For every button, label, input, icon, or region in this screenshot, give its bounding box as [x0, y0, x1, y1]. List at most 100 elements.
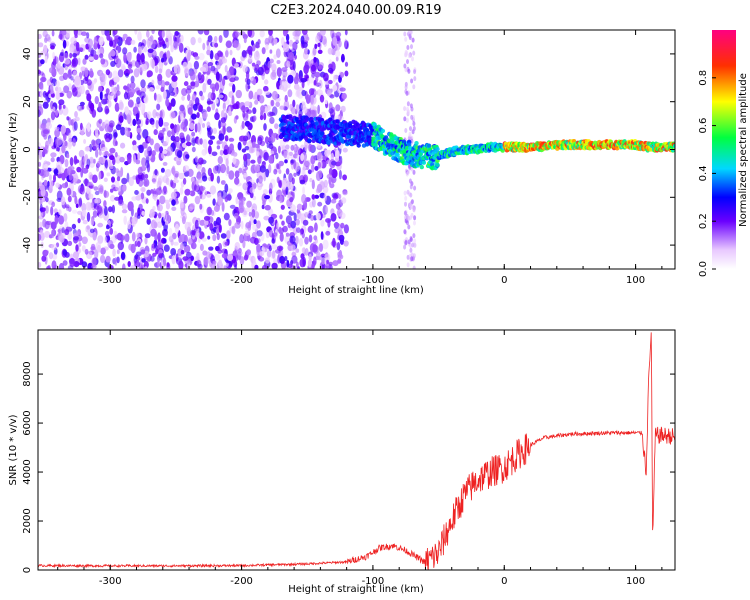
- heatmap-cell: [246, 200, 252, 208]
- heatmap-cell: [179, 104, 185, 112]
- heatmap-cell: [92, 140, 98, 150]
- heatmap-cell: [127, 261, 131, 267]
- heatmap-cell: [178, 235, 182, 244]
- heatmap-cell: [154, 243, 158, 249]
- heatmap-cell: [240, 220, 244, 230]
- heatmap-cell: [170, 98, 176, 107]
- heatmap-cell: [207, 127, 214, 136]
- heatmap-cell: [302, 30, 308, 35]
- heatmap-cell: [110, 91, 117, 99]
- heatmap-cell: [104, 150, 109, 156]
- heatmap-cell: [238, 167, 243, 174]
- heatmap-cell: [253, 219, 257, 225]
- heatmap-cell: [121, 235, 125, 241]
- heatmap-cell: [338, 249, 343, 259]
- heatmap-cell: [67, 195, 72, 203]
- heatmap-cell: [163, 244, 170, 252]
- heatmap-cell: [162, 127, 166, 132]
- heatmap-cell: [79, 84, 85, 95]
- colorbar-tick-label: 0.2: [698, 213, 709, 229]
- heatmap-cell: [190, 176, 195, 183]
- heatmap-ridge-cell: [435, 162, 440, 168]
- heatmap-cell: [66, 187, 72, 196]
- heatmap-cell: [193, 60, 199, 70]
- heatmap-cell: [343, 240, 349, 247]
- heatmap-cell: [290, 244, 296, 252]
- heatmap-cell: [111, 176, 115, 183]
- heatmap-cell: [101, 98, 108, 105]
- heatmap-cell: [410, 114, 414, 120]
- heatmap-cell: [45, 205, 49, 214]
- heatmap-cell: [251, 40, 254, 46]
- heatmap-cell: [58, 99, 65, 106]
- heatmap-cell: [330, 198, 337, 204]
- heatmap-cell: [259, 165, 266, 173]
- heatmap-cell: [412, 169, 416, 175]
- heatmap-cell: [127, 99, 134, 108]
- heatmap-cell: [321, 35, 327, 45]
- heatmap-cell: [66, 116, 70, 121]
- heatmap-cell: [182, 256, 189, 261]
- heatmap-cell: [284, 94, 288, 103]
- heatmap-cell: [280, 260, 287, 269]
- heatmap-cell: [268, 155, 274, 164]
- heatmap-cell: [285, 144, 290, 150]
- heatmap-cell: [49, 76, 54, 83]
- heatmap-cell: [165, 68, 172, 78]
- heatmap-cell: [214, 42, 219, 48]
- heatmap-cell: [75, 203, 79, 208]
- heatmap-ridge-cell: [421, 160, 427, 165]
- heatmap-cell: [98, 118, 103, 124]
- heatmap-cell: [234, 76, 239, 81]
- heatmap-cell: [197, 37, 202, 44]
- heatmap-cell: [135, 159, 141, 165]
- heatmap-cell: [241, 50, 247, 58]
- heatmap-cell: [202, 250, 208, 256]
- heatmap-cell: [229, 49, 233, 56]
- heatmap-cell: [263, 215, 270, 221]
- heatmap-cell: [116, 176, 121, 182]
- heatmap-cell: [68, 173, 73, 181]
- heatmap-cell: [287, 89, 293, 98]
- heatmap-cell: [206, 206, 213, 216]
- heatmap-cell: [55, 80, 60, 88]
- heatmap-cell: [160, 80, 166, 90]
- heatmap-cell: [224, 196, 229, 203]
- heatmap-cell: [317, 49, 323, 54]
- heatmap-cell: [171, 199, 176, 206]
- heatmap-cell: [121, 203, 128, 210]
- heatmap-cell: [239, 31, 246, 36]
- heatmap-cell: [93, 186, 99, 191]
- heatmap-cell: [261, 246, 265, 254]
- heatmap-cell: [273, 54, 277, 60]
- heatmap-cells: [38, 30, 675, 269]
- heatmap-cell: [204, 219, 209, 226]
- heatmap-cell: [268, 193, 273, 203]
- heatmap-cell: [407, 53, 411, 59]
- heatmap-cell: [95, 148, 99, 158]
- heatmap-cell: [255, 44, 260, 49]
- heatmap-cell: [68, 132, 72, 141]
- heatmap-ridge-cell: [414, 141, 419, 146]
- heatmap-cell: [337, 159, 343, 166]
- heatmap-cell: [88, 193, 94, 200]
- heatmap-cell: [72, 53, 77, 58]
- heatmap-cell: [55, 137, 61, 147]
- heatmap-cell: [243, 37, 247, 44]
- heatmap-cell: [217, 195, 224, 206]
- heatmap-cell: [302, 186, 305, 195]
- heatmap-cell: [276, 245, 284, 251]
- y-tick-label: 0: [22, 567, 33, 573]
- heatmap-cell: [342, 147, 348, 153]
- heatmap-cell: [281, 67, 288, 72]
- heatmap-cell: [161, 30, 165, 38]
- heatmap-cell: [271, 90, 278, 100]
- heatmap-cell: [332, 36, 338, 46]
- heatmap-cell: [201, 74, 205, 83]
- snr-frame: [37, 329, 676, 571]
- heatmap-cell: [295, 104, 300, 112]
- heatmap-cell: [109, 227, 114, 235]
- heatmap-cell: [93, 54, 99, 60]
- heatmap-cell: [144, 236, 148, 245]
- heatmap-cell: [214, 112, 220, 121]
